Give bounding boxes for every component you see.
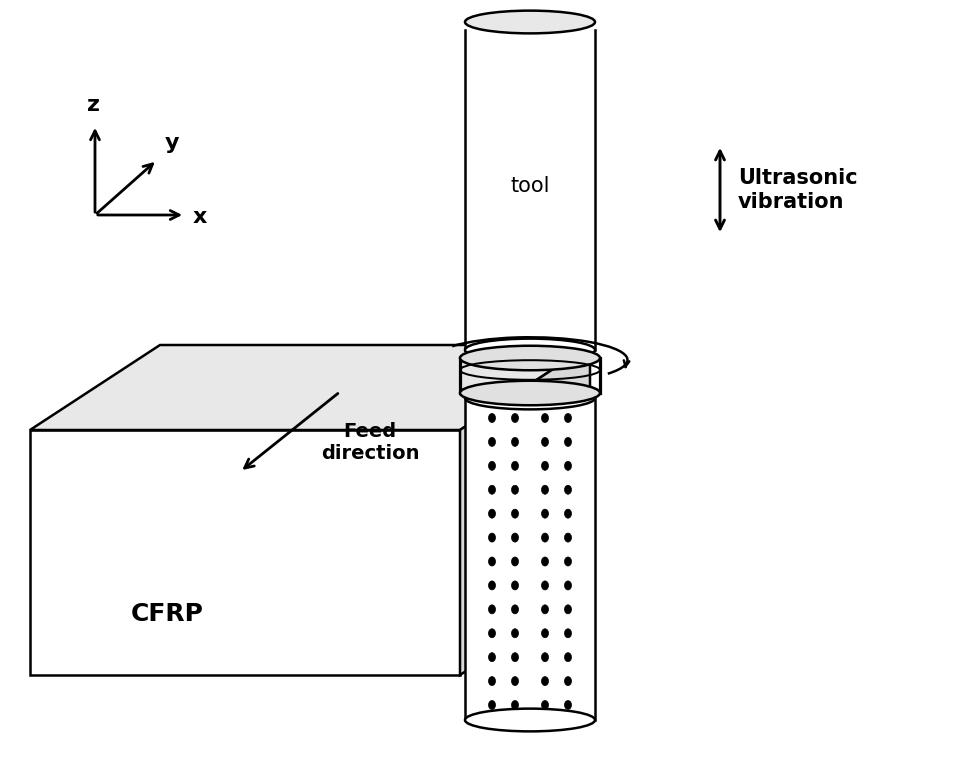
Ellipse shape — [564, 677, 571, 686]
Ellipse shape — [564, 653, 571, 662]
Ellipse shape — [464, 709, 594, 731]
Ellipse shape — [459, 346, 599, 370]
Ellipse shape — [488, 629, 495, 637]
Polygon shape — [459, 345, 589, 675]
Polygon shape — [464, 22, 594, 350]
Ellipse shape — [511, 413, 518, 422]
Ellipse shape — [459, 381, 599, 405]
Ellipse shape — [564, 438, 571, 447]
Ellipse shape — [511, 485, 518, 494]
Ellipse shape — [564, 413, 571, 422]
Ellipse shape — [564, 557, 571, 566]
Ellipse shape — [464, 387, 594, 410]
Ellipse shape — [464, 11, 594, 33]
Text: CFRP: CFRP — [131, 602, 204, 626]
Ellipse shape — [541, 438, 548, 447]
Ellipse shape — [564, 629, 571, 637]
Ellipse shape — [511, 700, 518, 709]
Ellipse shape — [488, 557, 495, 566]
Ellipse shape — [541, 413, 548, 422]
Ellipse shape — [488, 653, 495, 662]
Text: tool: tool — [510, 176, 549, 196]
Ellipse shape — [511, 557, 518, 566]
Ellipse shape — [511, 509, 518, 519]
Ellipse shape — [564, 461, 571, 470]
Ellipse shape — [541, 557, 548, 566]
Ellipse shape — [541, 700, 548, 709]
Ellipse shape — [541, 533, 548, 542]
Polygon shape — [30, 345, 589, 430]
Ellipse shape — [564, 533, 571, 542]
Ellipse shape — [541, 581, 548, 590]
Ellipse shape — [488, 581, 495, 590]
Ellipse shape — [488, 605, 495, 614]
Ellipse shape — [564, 485, 571, 494]
Ellipse shape — [541, 461, 548, 470]
Ellipse shape — [564, 700, 571, 709]
Text: y: y — [165, 133, 180, 153]
Ellipse shape — [564, 605, 571, 614]
Ellipse shape — [464, 338, 594, 361]
Ellipse shape — [488, 485, 495, 494]
Polygon shape — [30, 430, 459, 675]
Ellipse shape — [511, 533, 518, 542]
Text: z: z — [86, 95, 100, 115]
Ellipse shape — [488, 677, 495, 686]
Ellipse shape — [564, 509, 571, 519]
Ellipse shape — [488, 413, 495, 422]
Ellipse shape — [488, 533, 495, 542]
Ellipse shape — [541, 653, 548, 662]
Ellipse shape — [511, 629, 518, 637]
Ellipse shape — [511, 677, 518, 686]
Ellipse shape — [511, 581, 518, 590]
Ellipse shape — [488, 461, 495, 470]
Ellipse shape — [488, 700, 495, 709]
Ellipse shape — [541, 605, 548, 614]
Ellipse shape — [541, 485, 548, 494]
Ellipse shape — [511, 605, 518, 614]
Polygon shape — [464, 398, 594, 720]
Text: Ultrasonic
vibration: Ultrasonic vibration — [738, 168, 857, 212]
Ellipse shape — [564, 581, 571, 590]
Ellipse shape — [511, 653, 518, 662]
Ellipse shape — [541, 677, 548, 686]
Ellipse shape — [541, 509, 548, 519]
Ellipse shape — [488, 509, 495, 519]
Ellipse shape — [488, 438, 495, 447]
Text: x: x — [192, 207, 207, 227]
Ellipse shape — [541, 629, 548, 637]
Ellipse shape — [511, 461, 518, 470]
Text: Feed
direction: Feed direction — [320, 422, 419, 463]
Ellipse shape — [511, 438, 518, 447]
